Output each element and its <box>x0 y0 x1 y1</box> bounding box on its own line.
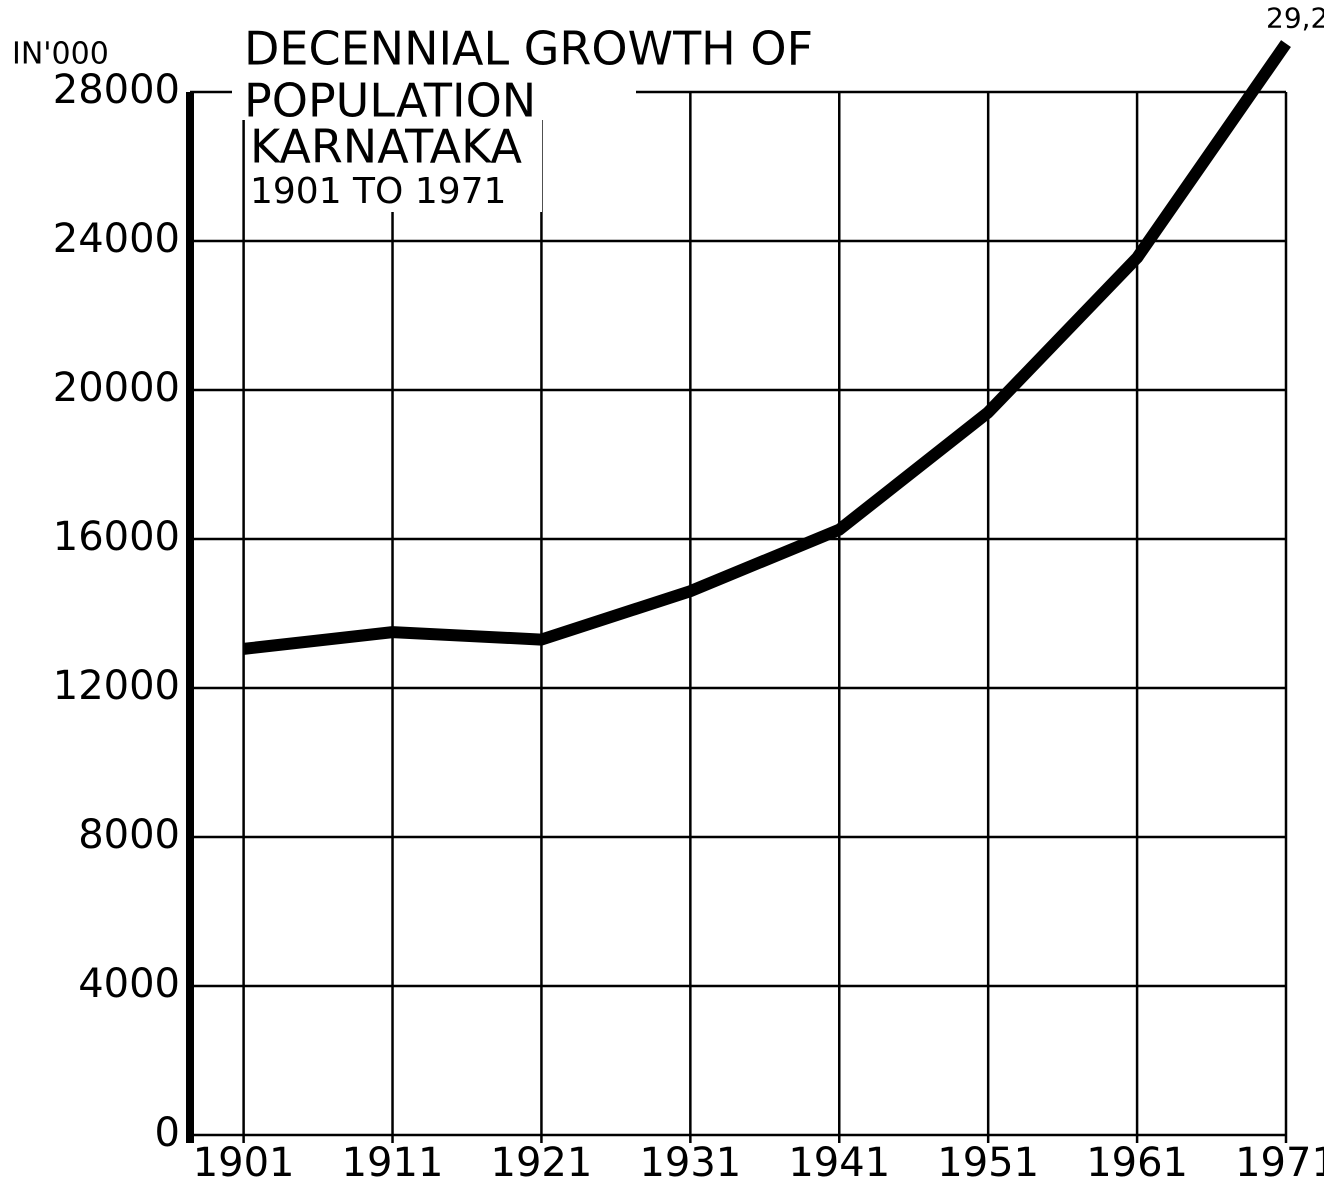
x-tick-label: 1911 <box>342 1140 444 1186</box>
x-tick-label: 1921 <box>491 1140 593 1186</box>
chart-title: DECENNIAL GROWTH OF <box>244 22 813 76</box>
x-tick-label: 1951 <box>937 1140 1039 1186</box>
y-tick-label: 8000 <box>78 812 180 858</box>
x-tick-label: 1971 <box>1235 1140 1324 1186</box>
y-tick-label: 28000 <box>53 67 180 113</box>
y-tick-label: 24000 <box>53 216 180 262</box>
y-tick-label: 16000 <box>53 514 180 560</box>
x-tick-label: 1961 <box>1086 1140 1188 1186</box>
data-line <box>242 40 1291 655</box>
title-background <box>232 22 636 120</box>
title-background <box>248 118 542 212</box>
x-tick-label: 1941 <box>788 1140 890 1186</box>
chart-title: POPULATION <box>244 74 536 128</box>
data-label: 29,2 <box>1266 2 1324 35</box>
y-tick-label: 20000 <box>53 365 180 411</box>
chart-subtitle: 1901 TO 1971 <box>250 171 506 212</box>
y-axis-label: IN'000 <box>12 37 109 72</box>
y-tick-label: 12000 <box>53 663 180 709</box>
y-tick-label: 4000 <box>78 961 180 1007</box>
x-tick-label: 1931 <box>639 1140 741 1186</box>
y-tick-label: 0 <box>155 1110 180 1156</box>
grid <box>190 90 1288 1143</box>
chart-title: KARNATAKA <box>250 120 522 174</box>
x-tick-label: 1901 <box>193 1140 295 1186</box>
